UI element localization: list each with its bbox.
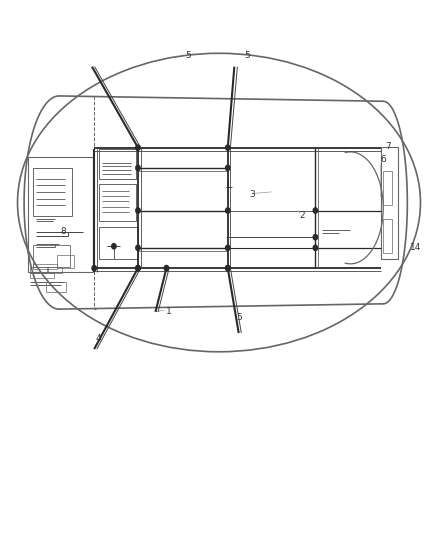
Bar [48, 266, 62, 273]
Bar [33, 264, 57, 269]
Circle shape [136, 265, 140, 271]
Circle shape [226, 208, 230, 213]
Bar [46, 282, 66, 292]
Bar [57, 255, 74, 268]
Bar [383, 219, 392, 253]
Circle shape [112, 244, 116, 249]
Text: 6: 6 [380, 156, 386, 164]
Bar [99, 227, 138, 259]
Circle shape [136, 265, 140, 271]
Text: 5: 5 [185, 52, 191, 60]
Bar [99, 184, 136, 221]
Circle shape [136, 165, 140, 171]
Circle shape [226, 265, 230, 271]
Circle shape [313, 245, 318, 251]
Circle shape [313, 208, 318, 213]
Circle shape [164, 265, 169, 271]
Circle shape [226, 165, 230, 171]
Text: 2: 2 [300, 212, 305, 220]
Circle shape [136, 245, 140, 251]
Text: 8: 8 [60, 228, 67, 236]
Text: 7: 7 [385, 142, 391, 151]
Text: 5: 5 [244, 52, 251, 60]
Circle shape [226, 265, 230, 271]
Text: 5: 5 [236, 313, 242, 321]
Circle shape [92, 265, 96, 271]
Bar [33, 168, 72, 216]
Bar [30, 266, 47, 273]
Text: 4: 4 [96, 334, 101, 343]
Text: 3: 3 [249, 190, 255, 199]
Bar [28, 157, 93, 272]
Bar [33, 245, 70, 266]
Circle shape [136, 208, 140, 213]
Circle shape [226, 145, 230, 150]
Bar [30, 273, 54, 278]
Bar [99, 149, 136, 179]
Circle shape [226, 245, 230, 251]
Text: 1: 1 [166, 308, 172, 316]
Circle shape [136, 145, 140, 150]
Bar [383, 171, 392, 205]
Circle shape [313, 235, 318, 240]
Bar [381, 147, 398, 259]
Text: 14: 14 [410, 244, 421, 252]
